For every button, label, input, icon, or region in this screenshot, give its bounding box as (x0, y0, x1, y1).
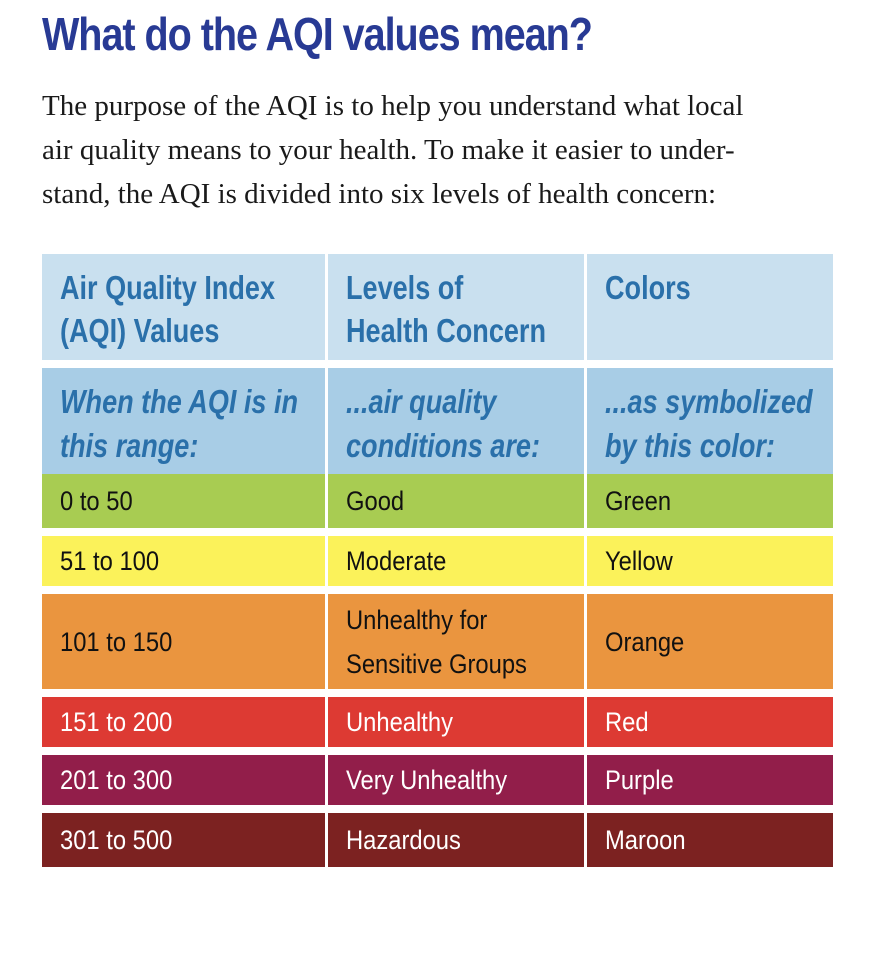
health-level-cell: Unhealthy for Sensitive Groups (324, 590, 585, 697)
cell-text: Hazardous (345, 824, 461, 855)
color-name-cell: Purple (583, 751, 833, 813)
aqi-range-cell: 151 to 200 (42, 693, 326, 755)
cell-text: Very Unhealthy (345, 764, 507, 795)
subheader-conditions: ...air quality conditions are: (324, 364, 585, 474)
color-name-cell: Orange (583, 590, 833, 697)
cell-text: Red (604, 706, 649, 737)
aqi-table: Air Quality Index (AQI) Values Levels of H… (42, 254, 833, 867)
cell-text: Unhealthy (345, 706, 453, 737)
color-name-cell: Green (583, 474, 833, 536)
aqi-range-cell: 51 to 100 (42, 532, 326, 594)
subheader-range: When the AQI is in this range: (42, 364, 326, 474)
table-row: 201 to 300 Very Unhealthy Purple (42, 751, 833, 813)
intro-paragraph: The purpose of the AQI is to help you un… (42, 84, 842, 216)
cell-text: 301 to 500 (60, 824, 173, 855)
health-level-cell: Hazardous (324, 809, 585, 867)
aqi-range-cell: 201 to 300 (42, 751, 326, 813)
page-title: What do the AQI values mean? (42, 8, 593, 60)
table-row: 51 to 100 Moderate Yellow (42, 532, 833, 594)
table-row: 0 to 50 Good Green (42, 474, 833, 536)
cell-text: Purple (604, 764, 674, 795)
health-level-cell: Unhealthy (324, 693, 585, 755)
color-name-cell: Maroon (583, 809, 833, 867)
cell-text: Moderate (345, 545, 446, 576)
health-level-cell: Very Unhealthy (324, 751, 585, 813)
cell-text: Unhealthy for (345, 604, 487, 635)
table-row: 101 to 150 Unhealthy for Sensitive Groups O… (42, 590, 833, 697)
cell-text: Orange (604, 626, 684, 657)
aqi-range-cell: 301 to 500 (42, 809, 326, 867)
table-row: 151 to 200 Unhealthy Red (42, 693, 833, 755)
header-levels: Levels of Health Concern (324, 254, 585, 368)
aqi-range-cell: 101 to 150 (42, 590, 326, 697)
intro-line: The purpose of the AQI is to help you un… (42, 90, 744, 122)
cell-text: Maroon (604, 824, 686, 855)
color-name-cell: Red (583, 693, 833, 755)
cell-text: Green (604, 485, 671, 516)
cell-text: 51 to 100 (60, 545, 160, 576)
cell-text: 151 to 200 (60, 706, 173, 737)
cell-text: 0 to 50 (60, 485, 133, 516)
cell-text: Yellow (604, 545, 673, 576)
header-aqi-values: Air Quality Index (AQI) Values (42, 254, 326, 368)
cell-text: 101 to 150 (60, 626, 173, 657)
cell-text: Sensitive Groups (345, 648, 527, 679)
aqi-range-cell: 0 to 50 (42, 474, 326, 536)
table-header-row: Air Quality Index (AQI) Values Levels of H… (42, 254, 833, 368)
intro-line: stand, the AQI is divided into six level… (42, 178, 717, 210)
cell-text: Good (345, 485, 404, 516)
subheader-color: ...as symbolized by this color: (583, 364, 833, 474)
table-row: 301 to 500 Hazardous Maroon (42, 809, 833, 867)
table-subheader-row: When the AQI is in this range: ...air qua… (42, 364, 833, 474)
health-level-cell: Moderate (324, 532, 585, 594)
cell-text: 201 to 300 (60, 764, 173, 795)
header-colors: Colors (583, 254, 833, 368)
color-name-cell: Yellow (583, 532, 833, 594)
health-level-cell: Good (324, 474, 585, 536)
intro-line: air quality means to your health. To mak… (42, 134, 735, 166)
level-rows: 0 to 50 Good Green 51 to 100 Moderate Yellow 1… (42, 474, 833, 867)
